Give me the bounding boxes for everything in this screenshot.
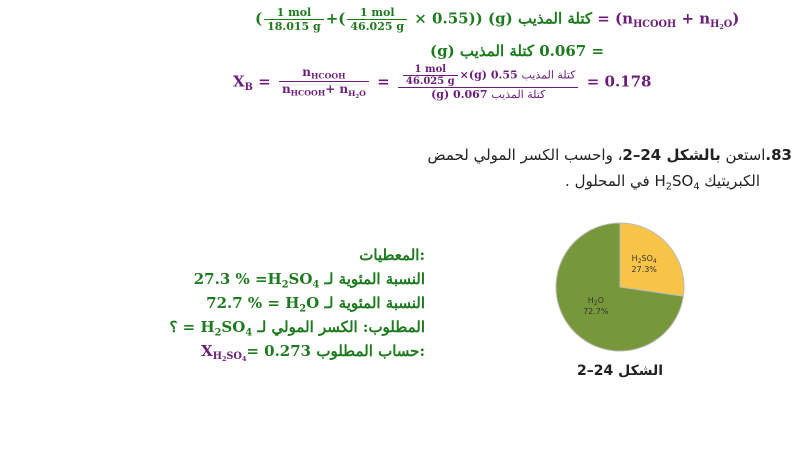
givens-line: ؟ = H2SO4 المطلوب: الكسر المولي لـ xyxy=(169,318,425,338)
text: كتلة المذيب xyxy=(491,88,546,101)
problem-line-2: الكبريتيك H2SO4 في المحلول . xyxy=(565,172,760,192)
pie-slice xyxy=(619,222,685,297)
text: O xyxy=(306,294,325,312)
numerator: 1 mol xyxy=(276,6,312,19)
slice-name-part: H xyxy=(588,296,594,305)
slice-name-part: SO xyxy=(642,254,653,263)
text: = xyxy=(377,72,390,91)
text: ) xyxy=(732,9,740,28)
figure-caption: الشكل 24–2 xyxy=(577,363,663,379)
slice-value-label: 27.3% xyxy=(631,265,657,274)
subscript: HCOOH xyxy=(311,72,346,82)
text: كتلة المذيب xyxy=(521,68,576,82)
text: H xyxy=(200,318,215,336)
pie-slice xyxy=(555,222,684,352)
text: 0.55 xyxy=(490,68,518,82)
text: ( xyxy=(255,9,263,28)
text: =H xyxy=(249,270,282,288)
subscript: 2 xyxy=(221,356,227,364)
subscript: 2 xyxy=(719,24,724,32)
text: X xyxy=(233,72,245,91)
subscript: 4 xyxy=(241,356,247,364)
text: + n xyxy=(681,9,711,28)
text: = xyxy=(258,72,271,91)
text: +( xyxy=(325,9,346,28)
givens-line: 72.7 % = H2O النسبة المئوية لـ xyxy=(206,294,425,314)
text: 27.3 % xyxy=(193,270,250,288)
subscript: O xyxy=(359,88,366,98)
text: 0.067 xyxy=(453,88,488,101)
text: حساب المطلوب: xyxy=(316,342,425,360)
text: ×(g) xyxy=(459,68,487,82)
equation-line-2: (g) كتلة المذيب 0.067 = xyxy=(430,42,604,60)
text: × 0.55)) (g) xyxy=(414,9,513,28)
subscript: H xyxy=(348,88,356,98)
text: استعن xyxy=(720,146,766,164)
text: = H xyxy=(262,294,300,312)
equation-line-3: XB = nHCOOH nHCOOH+ nH2O = 1 mol 46.025 g ×… xyxy=(233,64,651,101)
numerator: 1 mol xyxy=(414,64,447,75)
slice-value-label: 72.7% xyxy=(583,307,609,316)
subscript: 2 xyxy=(281,279,289,291)
subscript: 2 xyxy=(355,93,360,100)
givens-line: XH2SO4= 0.273 حساب المطلوب: xyxy=(201,342,425,364)
text: SO xyxy=(288,270,313,288)
numerator: 1 mol xyxy=(359,6,395,19)
slice-name: H2SO4 xyxy=(632,254,657,265)
text: = 0.273 xyxy=(246,342,317,360)
text: كتلة المذيب xyxy=(517,9,593,28)
problem-line-1: 83.استعن بالشكل 24–2، واحسب الكسر المولي… xyxy=(428,146,793,164)
givens-line: 27.3 % =H2SO4 النسبة المئوية لـ xyxy=(194,270,425,290)
text: SO xyxy=(221,318,246,336)
denominator: 18.015 g xyxy=(264,19,324,33)
givens-heading: المعطيات: xyxy=(359,246,425,264)
denominator: 46.025 g xyxy=(347,19,408,33)
denominator: 46.025 g xyxy=(402,75,458,87)
text: n xyxy=(281,82,291,97)
subscript: 4 xyxy=(312,279,320,291)
text: ؟ = xyxy=(169,318,201,336)
problem-number: 83. xyxy=(765,146,792,164)
subscript: 4 xyxy=(245,327,253,339)
text: SO xyxy=(671,172,694,190)
subscript: H xyxy=(212,351,222,363)
text: ، واحسب الكسر المولي لحمض xyxy=(427,146,623,164)
text: (g) xyxy=(431,88,450,101)
text: كتلة المذيب xyxy=(459,42,535,60)
text: H xyxy=(654,172,666,190)
subscript: 2 xyxy=(665,181,672,193)
subscript: 4 xyxy=(693,181,700,193)
subscript: HCOOH xyxy=(290,88,326,98)
subscript: H xyxy=(710,18,720,30)
subscript: 2 xyxy=(214,327,222,339)
slice-name-part: 4 xyxy=(653,258,657,265)
text: في المحلول . xyxy=(565,172,655,190)
subscript: 2 xyxy=(299,303,307,315)
text: الكبريتيك xyxy=(699,172,760,190)
slice-name-part: O xyxy=(598,296,604,305)
equation-line-1: (1 mol 18.015 g +(1 mol 46.025 g × 0.55)) (… xyxy=(255,6,739,33)
text: 0.067 = xyxy=(539,42,605,60)
text: n xyxy=(302,65,311,80)
subscript: HCOOH xyxy=(633,18,677,30)
text: + n xyxy=(325,82,349,97)
slice-name: H2O xyxy=(588,296,604,307)
text: النسبة المئوية لـ xyxy=(324,294,425,312)
text: المطلوب: الكسر المولي لـ xyxy=(252,318,425,336)
subscript: B xyxy=(244,81,253,93)
text: النسبة المئوية لـ xyxy=(319,270,425,288)
text: X xyxy=(201,342,213,360)
slice-name-part: H xyxy=(632,254,638,263)
text: 72.7 % xyxy=(206,294,263,312)
text: = (n xyxy=(597,9,634,28)
slice-name-part: 2 xyxy=(638,258,642,265)
text: = 0.178 xyxy=(586,72,652,91)
slice-name-part: 2 xyxy=(594,300,598,307)
text: بالشكل 24–2 xyxy=(622,146,721,164)
text: (g) xyxy=(430,42,455,60)
subscript: O xyxy=(723,18,733,30)
subscript: SO xyxy=(226,351,242,363)
